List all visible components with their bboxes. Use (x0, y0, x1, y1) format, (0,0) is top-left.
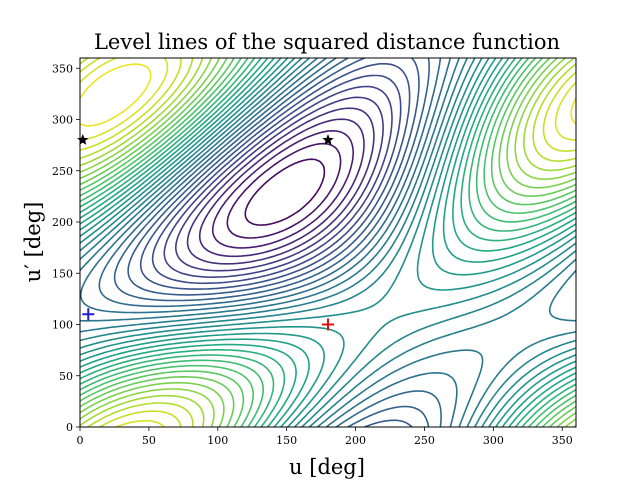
contour-level-line (151, 74, 402, 285)
contour-level-line (186, 107, 375, 265)
contour-level-line (80, 58, 576, 427)
contour-level-line (226, 142, 342, 239)
y-tick-label: 300 (52, 114, 73, 127)
plus-marker (322, 318, 334, 331)
x-tick-label: 350 (552, 434, 573, 447)
contour-level-line (80, 58, 576, 427)
marker-layer (77, 134, 334, 331)
y-axis-ticks: 0 50 100 150 200 250 300 350 (52, 62, 80, 434)
y-tick-label: 200 (52, 216, 73, 229)
x-axis-ticks: 0 50 100 150 200 250 300 350 (77, 427, 573, 447)
contour-level-line (80, 58, 576, 427)
x-axis-label: u [deg] (289, 455, 365, 479)
y-tick-label: 350 (52, 62, 73, 75)
y-tick-label: 100 (52, 319, 73, 332)
contour-level-line (80, 58, 458, 427)
contour-level-line (211, 130, 354, 249)
contour-level-line (80, 58, 576, 427)
star-marker (322, 134, 334, 145)
contour-level-line (80, 58, 576, 427)
y-tick-label: 150 (52, 267, 73, 280)
x-tick-label: 250 (414, 434, 435, 447)
contour-lines (80, 58, 576, 427)
star-marker (77, 134, 89, 145)
contour-level-line (198, 118, 365, 258)
chart-title: Level lines of the squared distance func… (94, 30, 560, 54)
x-tick-label: 150 (276, 434, 297, 447)
y-tick-label: 250 (52, 165, 73, 178)
contour-level-line (80, 58, 576, 427)
x-tick-label: 0 (77, 434, 84, 447)
contour-level-line (80, 58, 576, 427)
x-tick-label: 200 (345, 434, 366, 447)
contour-level-line (80, 63, 576, 127)
contour-level-line (80, 58, 576, 427)
y-tick-label: 50 (59, 370, 73, 383)
y-axis-label: u′ [deg] (21, 202, 45, 283)
contour-level-line (80, 58, 576, 427)
contour-level-line (163, 85, 393, 278)
contour-level-line (139, 62, 411, 290)
x-tick-label: 100 (207, 434, 228, 447)
x-tick-label: 300 (483, 434, 504, 447)
plot-frame (79, 57, 577, 428)
x-tick-label: 50 (142, 434, 156, 447)
contour-level-line (175, 96, 384, 272)
contour-level-line (244, 158, 326, 226)
plus-marker (82, 308, 95, 321)
contour-level-line (80, 58, 576, 427)
y-tick-label: 0 (66, 421, 73, 434)
contour-level-line (80, 58, 576, 427)
contour-level-line (80, 58, 576, 427)
contour-level-line (80, 58, 576, 427)
contour-level-line (80, 58, 576, 427)
